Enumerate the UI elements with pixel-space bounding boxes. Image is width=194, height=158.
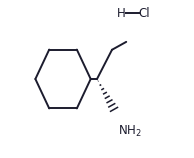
Text: H: H (117, 7, 126, 20)
Text: Cl: Cl (139, 7, 150, 20)
Text: NH$_2$: NH$_2$ (118, 124, 142, 139)
